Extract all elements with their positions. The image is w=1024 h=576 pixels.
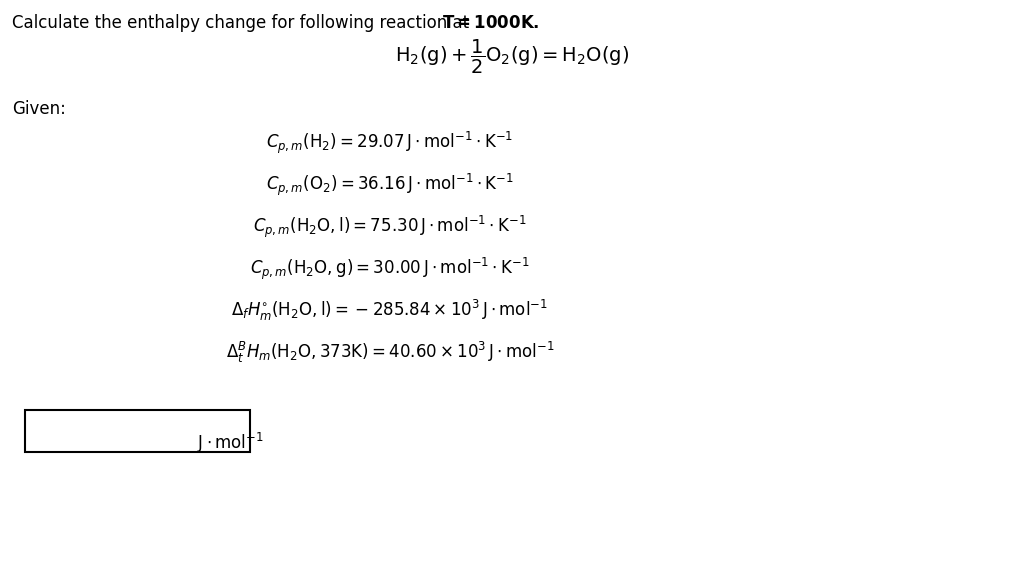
Text: $C_{p,m}(\mathrm{H_2O, l}) = 75.30\,\mathrm{J \cdot mol^{-1} \cdot K^{-1}}$: $C_{p,m}(\mathrm{H_2O, l}) = 75.30\,\mat… [253,214,527,240]
Text: $C_{p,m}(\mathrm{H_2O, g}) = 30.00\,\mathrm{J \cdot mol^{-1} \cdot K^{-1}}$: $C_{p,m}(\mathrm{H_2O, g}) = 30.00\,\mat… [250,256,529,282]
Text: $\mathrm{J \cdot mol^{-1}}$: $\mathrm{J \cdot mol^{-1}}$ [197,431,263,455]
Text: $C_{p,m}(\mathrm{O_2}) = 36.16\,\mathrm{J \cdot mol^{-1} \cdot K^{-1}}$: $C_{p,m}(\mathrm{O_2}) = 36.16\,\mathrm{… [266,172,514,198]
Text: $C_{p,m}(\mathrm{H_2}) = 29.07\,\mathrm{J \cdot mol^{-1} \cdot K^{-1}}$: $C_{p,m}(\mathrm{H_2}) = 29.07\,\mathrm{… [266,130,514,156]
Text: Given:: Given: [12,100,66,118]
Text: $\mathrm{H_2(g) + \dfrac{1}{2}O_2(g) = H_2O(g)}$: $\mathrm{H_2(g) + \dfrac{1}{2}O_2(g) = H… [395,38,629,76]
Bar [25,410,250,452]
Text: $\mathbf{T = 1000K.}$: $\mathbf{T = 1000K.}$ [442,14,540,32]
Text: $\Delta_f H^{\circ}_m(\mathrm{H_2O, l}) = -285.84 \times 10^3\,\mathrm{J \cdot m: $\Delta_f H^{\circ}_m(\mathrm{H_2O, l}) … [231,298,549,323]
Text: $\Delta^B_t H_m(\mathrm{H_2O, 373K}) = 40.60 \times 10^3\,\mathrm{J \cdot mol^{-: $\Delta^B_t H_m(\mathrm{H_2O, 373K}) = 4… [225,340,554,365]
Text: Calculate the enthalpy change for following reaction at: Calculate the enthalpy change for follow… [12,14,474,32]
